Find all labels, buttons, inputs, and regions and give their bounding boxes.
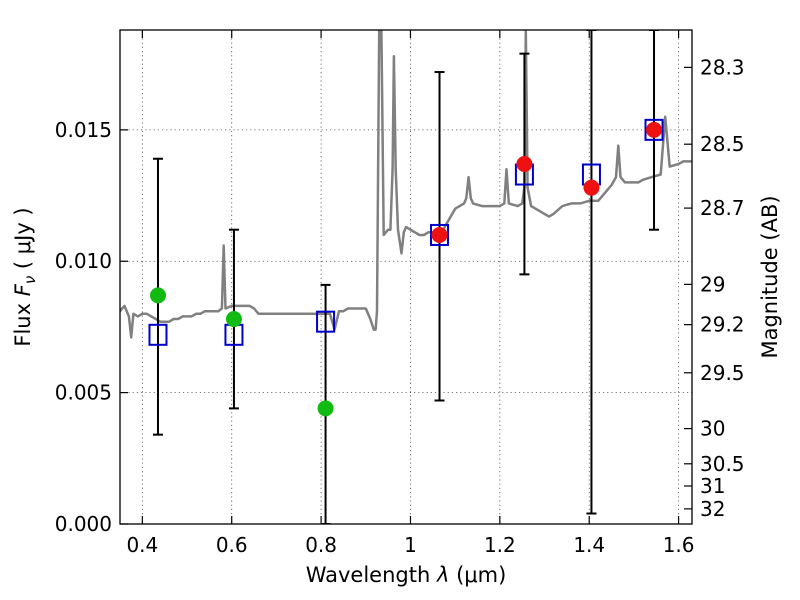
magnitude-tick-label: 29.5 xyxy=(700,361,745,385)
observed-photometry-points xyxy=(149,121,663,417)
observed-point xyxy=(431,226,448,243)
y-tick-label: 0.015 xyxy=(55,118,112,142)
x-tick-label: 0.6 xyxy=(216,533,248,557)
y-axis-ticks: 0.000 0.005 0.010 0.015 xyxy=(55,118,128,536)
magnitude-axis-label: Magnitude (AB) xyxy=(758,195,782,358)
magnitude-tick-label: 30.5 xyxy=(700,452,745,476)
magnitude-tick-label: 28.5 xyxy=(700,132,745,156)
observed-point xyxy=(317,400,334,417)
magnitude-tick-label: 29 xyxy=(700,272,725,296)
x-tick-label: 1 xyxy=(404,533,417,557)
model-box xyxy=(316,310,336,333)
x-tick-label: 1.2 xyxy=(484,533,516,557)
magnitude-tick-label: 28.3 xyxy=(700,55,745,79)
x-tick-label: 1.4 xyxy=(573,533,605,557)
model-photometry-boxes xyxy=(148,118,664,346)
grid-lines xyxy=(120,30,692,525)
model-box xyxy=(148,323,168,346)
observed-point xyxy=(516,156,533,173)
magnitude-tick-label: 31 xyxy=(700,474,725,498)
y-axis-label: Flux Fν ( μJy ) xyxy=(11,207,39,346)
errorbars xyxy=(152,30,660,524)
x-tick-label: 1.6 xyxy=(663,533,695,557)
y-tick-label: 0.000 xyxy=(55,512,112,536)
observed-point xyxy=(149,287,166,304)
observed-point xyxy=(225,311,242,328)
x-axis-label: Wavelength λ (μm) xyxy=(306,563,507,587)
x-tick-label: 0.8 xyxy=(305,533,337,557)
x-axis-ticks: 0.4 0.6 0.8 1 1.2 1.4 1.6 xyxy=(126,30,695,557)
observed-point xyxy=(646,121,663,138)
plot-frame xyxy=(119,29,693,525)
y-tick-label: 0.005 xyxy=(55,381,112,405)
x-tick-label: 0.4 xyxy=(126,533,158,557)
magnitude-tick-label: 32 xyxy=(700,497,725,521)
model-box xyxy=(644,118,664,141)
observed-point xyxy=(583,179,600,196)
magnitude-tick-label: 30 xyxy=(700,417,725,441)
magnitude-tick-label: 29.2 xyxy=(700,313,745,337)
model-spectrum-line xyxy=(120,30,692,339)
y-tick-label: 0.010 xyxy=(55,249,112,273)
magnitude-tick-label: 28.7 xyxy=(700,196,745,220)
model-box xyxy=(430,223,450,246)
